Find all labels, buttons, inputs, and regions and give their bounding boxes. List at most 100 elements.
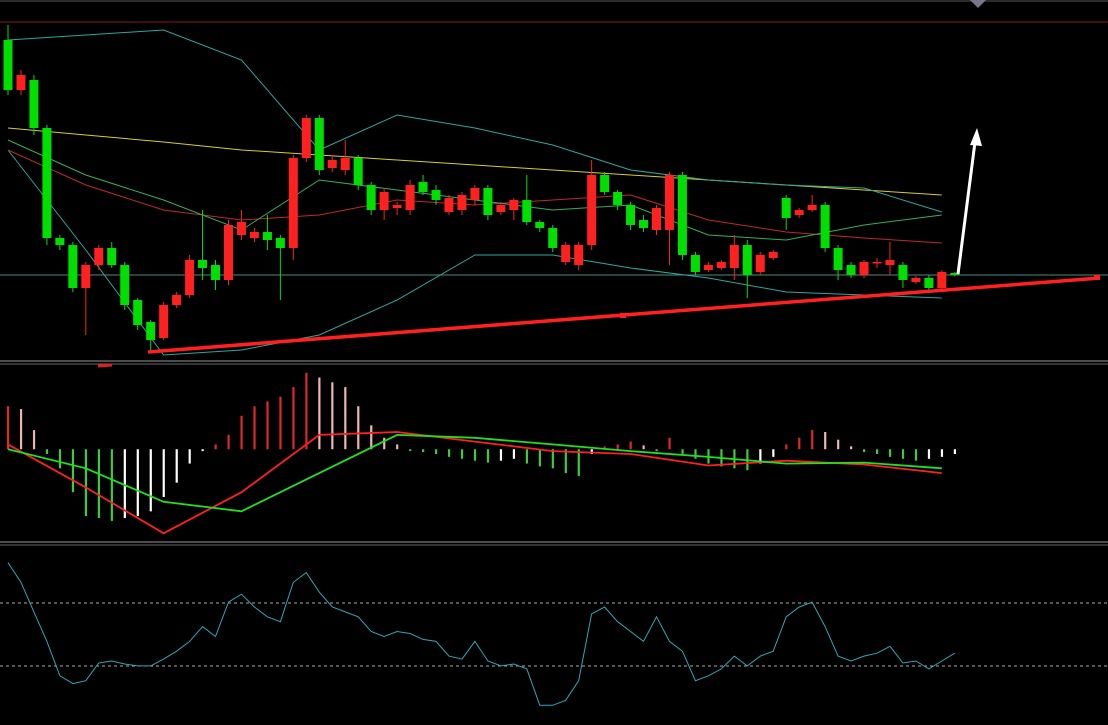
macd-bar — [798, 437, 801, 450]
candle-body — [755, 255, 765, 272]
candle-body — [29, 80, 39, 128]
candle-body — [405, 185, 415, 210]
candle-body — [353, 158, 363, 185]
macd-bar — [396, 444, 399, 450]
macd-bar — [564, 449, 567, 474]
candle-body — [198, 260, 208, 268]
macd-bar — [175, 449, 178, 483]
candle-body — [172, 295, 182, 305]
macd-bar — [58, 449, 62, 469]
candle-body — [236, 222, 246, 235]
macd-bar — [279, 396, 282, 450]
candle-body — [509, 200, 519, 210]
candle-body — [872, 262, 882, 264]
candle-body — [133, 300, 143, 325]
candle-body — [120, 265, 130, 305]
macd-bar — [331, 382, 334, 450]
candle-body — [185, 260, 195, 295]
macd-bar — [681, 449, 684, 454]
candle-body — [742, 245, 752, 275]
candle-body — [924, 278, 934, 288]
macd-bar — [616, 444, 619, 450]
macd-bar — [824, 432, 827, 450]
macd-bar — [837, 439, 840, 450]
macd-bar — [772, 449, 775, 457]
macd-bar — [927, 449, 931, 459]
candle-body — [885, 260, 895, 265]
macd-bar — [344, 387, 347, 450]
candle-body — [677, 175, 687, 255]
candle-body — [262, 232, 272, 240]
macd-bar — [875, 449, 879, 454]
macd-bar — [110, 449, 113, 521]
panes — [0, 25, 1108, 706]
macd-bar — [953, 449, 957, 454]
candle-body — [470, 188, 480, 200]
macd-bar — [486, 449, 490, 463]
candle-body — [807, 205, 817, 210]
candle-body — [431, 190, 441, 200]
macd-bar — [850, 446, 853, 450]
candle-body — [418, 182, 428, 192]
macd-bar — [201, 449, 204, 452]
candle-body — [587, 175, 597, 245]
candle-body — [574, 245, 584, 265]
candle-body — [937, 272, 947, 288]
macd-bar — [162, 449, 165, 497]
macd-bar — [149, 449, 152, 512]
arrow-head — [970, 128, 982, 146]
macd-bar — [512, 449, 516, 459]
macd-bar — [694, 449, 697, 459]
candle-body — [327, 160, 337, 168]
candle-body — [613, 192, 623, 205]
candle-body — [522, 200, 532, 222]
marker — [97, 363, 113, 368]
candle-body — [3, 40, 13, 90]
candle-body — [81, 265, 91, 288]
candle-body — [833, 248, 843, 270]
indicator-line — [7, 29, 942, 213]
candle-body — [690, 255, 700, 272]
candle-body — [107, 248, 117, 265]
candle-body — [366, 185, 376, 210]
macd-bar — [188, 449, 191, 464]
macd-bar — [538, 449, 541, 467]
macd-bar — [266, 401, 269, 450]
macd-bar — [422, 449, 425, 453]
candle-body — [898, 265, 908, 280]
arrow — [956, 141, 977, 275]
indicator-line — [7, 149, 942, 356]
candle-body — [159, 305, 169, 338]
candle-body — [444, 198, 454, 212]
candle-body — [223, 225, 233, 280]
macd-bar — [123, 449, 126, 519]
macd-bar — [811, 430, 814, 450]
macd-bar — [409, 449, 412, 452]
candle-body — [911, 278, 921, 282]
macd-bar — [551, 449, 554, 469]
macd-bar — [240, 415, 243, 450]
candle-body — [639, 220, 649, 228]
macd-bar — [71, 449, 75, 493]
candle-body — [457, 195, 467, 210]
candle-body — [288, 158, 298, 248]
candle-body — [146, 322, 156, 340]
macd-bar — [32, 430, 36, 450]
macd-bar — [97, 449, 100, 519]
macd-bar — [435, 449, 438, 454]
candle-body — [392, 205, 402, 208]
trend-handle — [1094, 275, 1100, 280]
candle-body — [716, 262, 726, 268]
candle-body — [379, 192, 389, 210]
candle-body — [950, 273, 960, 275]
candle-body — [483, 188, 493, 215]
candle-body — [794, 210, 804, 215]
candle-body — [768, 252, 778, 258]
candle-body — [703, 265, 713, 270]
macd-bar — [914, 449, 918, 461]
macd-bar — [383, 437, 386, 450]
macd-bar — [863, 449, 866, 453]
candle-body — [600, 175, 610, 192]
macd-bar — [227, 434, 230, 450]
